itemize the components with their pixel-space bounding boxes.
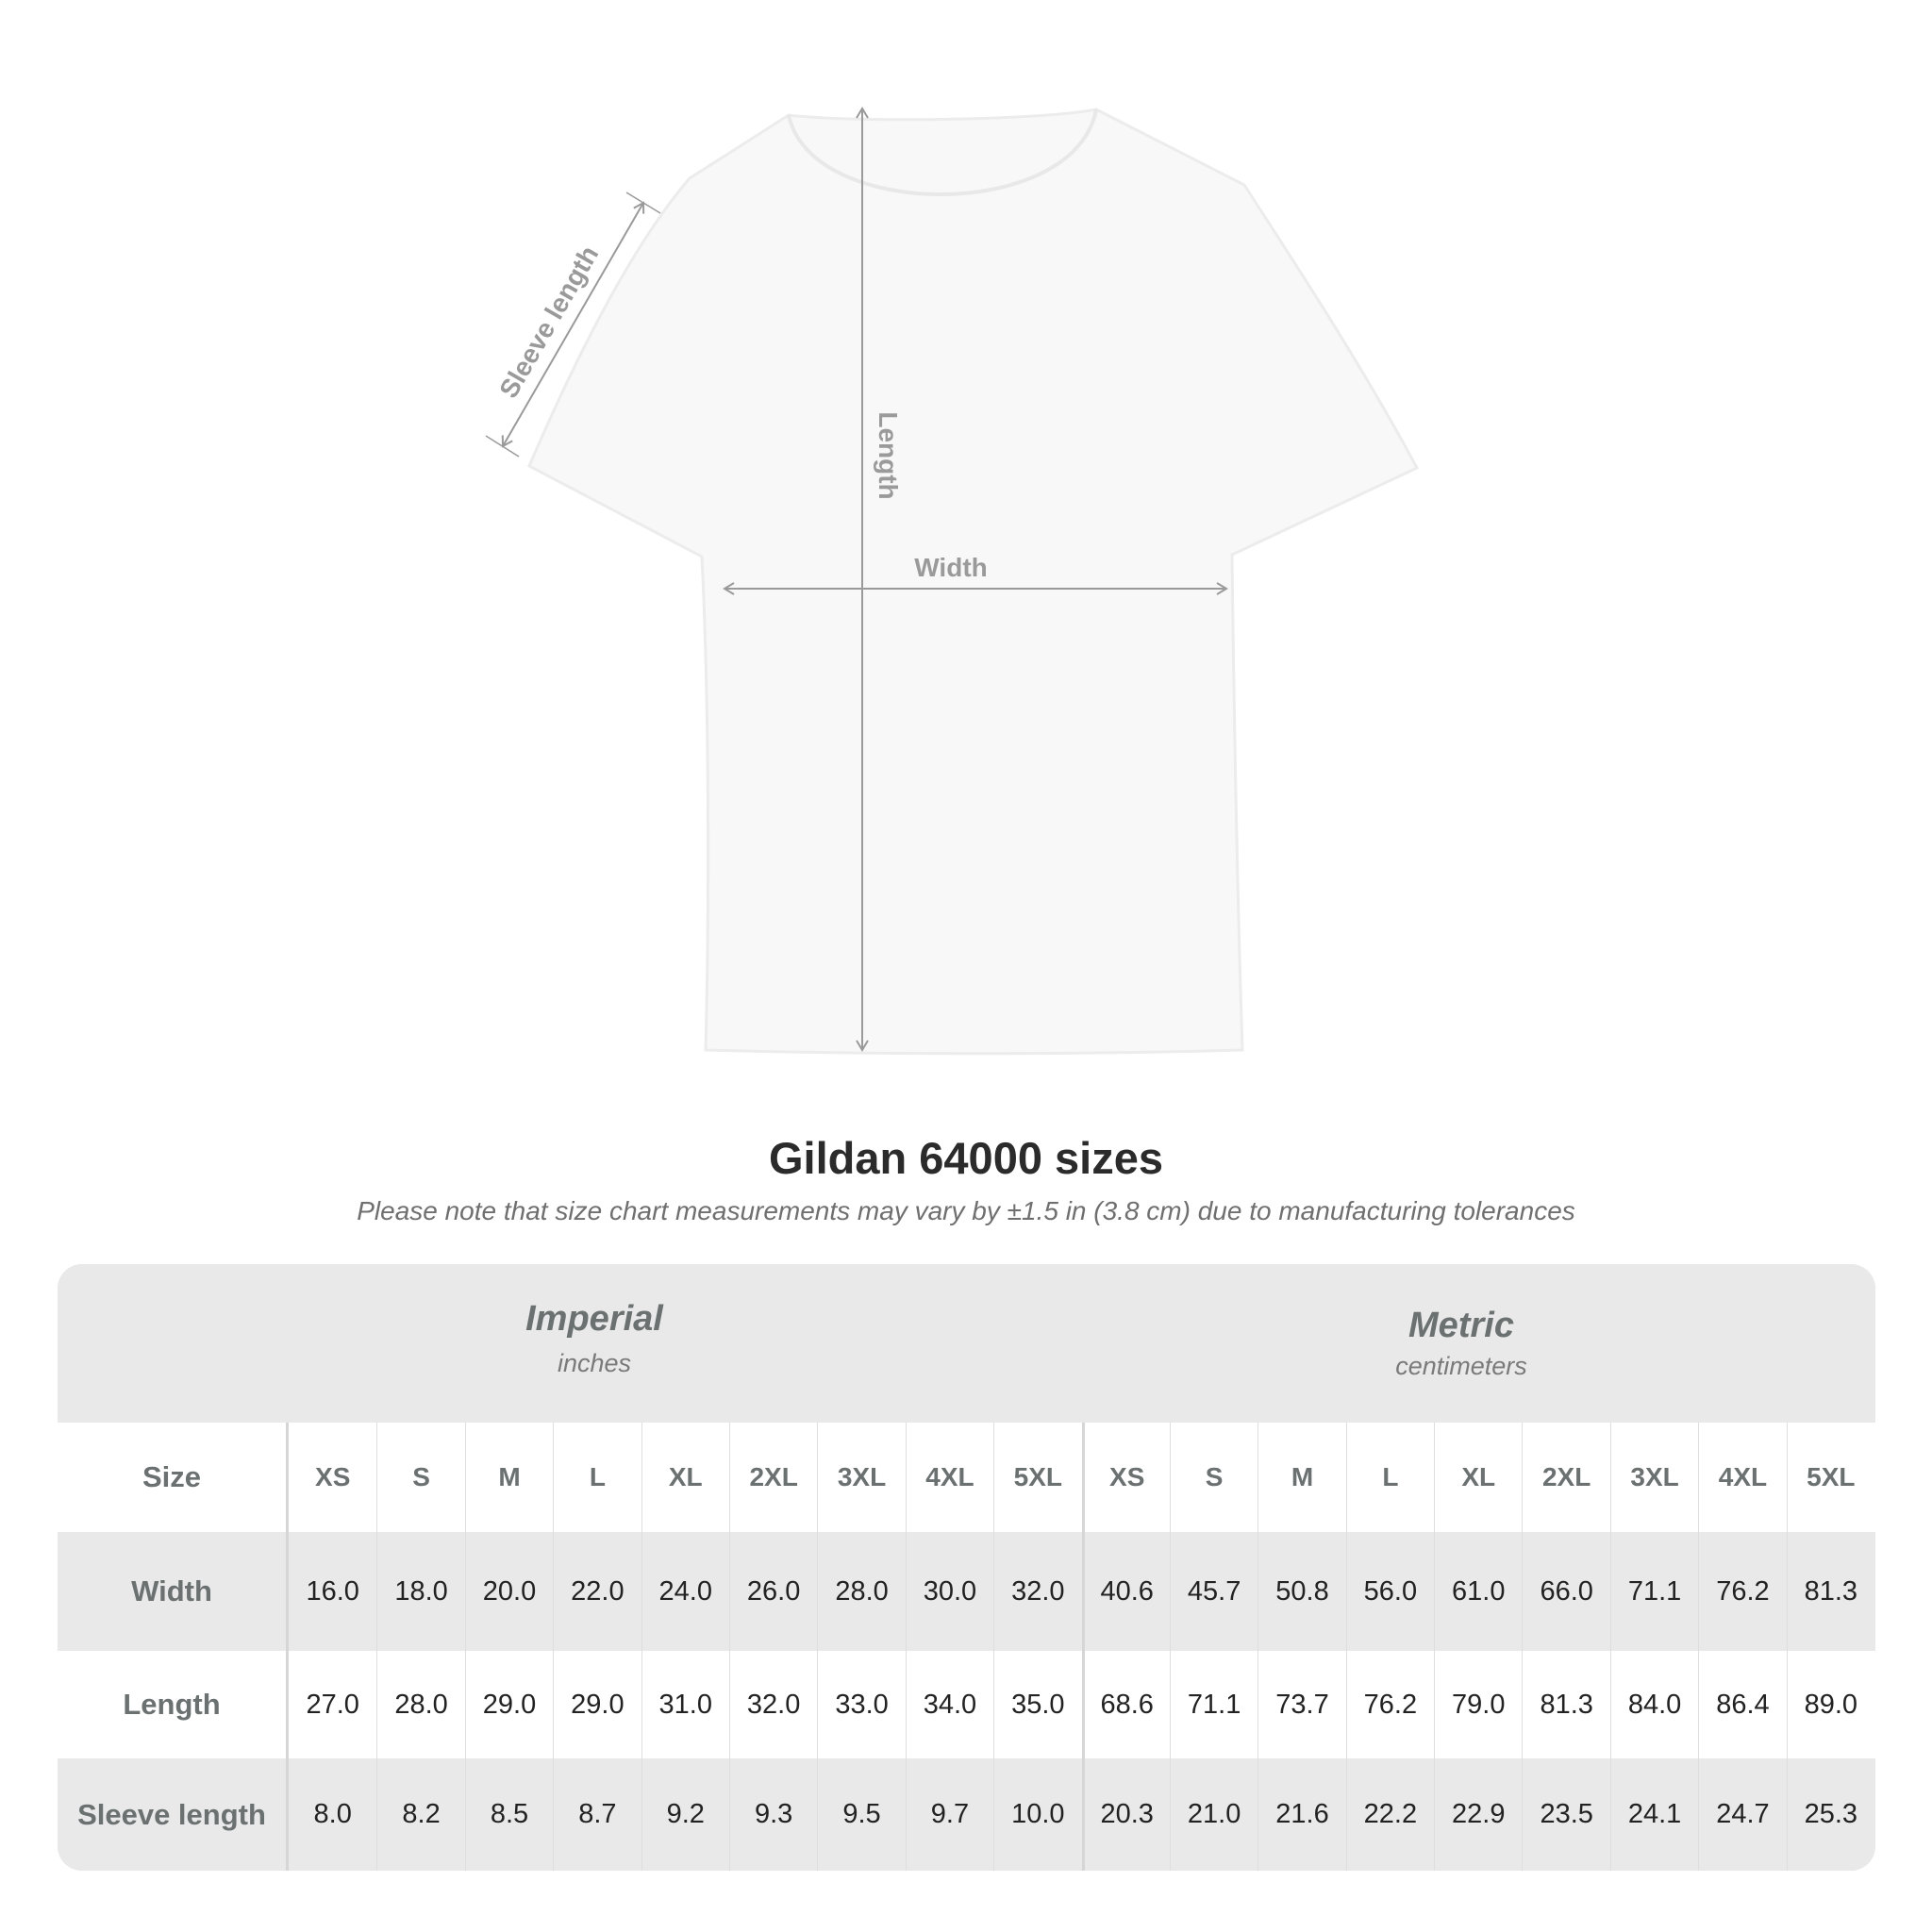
- metric-value-cell: 89.0: [1786, 1651, 1874, 1758]
- imperial-value-cell: 20.0: [464, 1532, 553, 1651]
- imperial-size-header: 3XL: [817, 1423, 905, 1532]
- metric-value-cell: 50.8: [1257, 1532, 1345, 1651]
- imperial-value-cell: 32.0: [993, 1532, 1081, 1651]
- metric-size-header: 3XL: [1609, 1423, 1698, 1532]
- imperial-value-cell: 33.0: [817, 1651, 905, 1758]
- imperial-size-header: 5XL: [993, 1423, 1081, 1532]
- imperial-title: Imperial: [525, 1299, 663, 1339]
- imperial-size-header: 2XL: [728, 1423, 817, 1532]
- metric-size-header: L: [1345, 1423, 1434, 1532]
- metric-header: Metric centimeters: [1178, 1306, 1744, 1381]
- metric-value-cell: 20.3: [1081, 1758, 1170, 1871]
- metric-title: Metric: [1408, 1306, 1514, 1345]
- imperial-value-cell: 24.0: [641, 1532, 729, 1651]
- imperial-size-header: XL: [641, 1423, 729, 1532]
- imperial-value-cell: 30.0: [905, 1532, 993, 1651]
- metric-value-cell: 71.1: [1609, 1532, 1698, 1651]
- metric-value-cell: 21.6: [1257, 1758, 1345, 1871]
- metric-value-cell: 22.9: [1434, 1758, 1522, 1871]
- metric-value-cell: 79.0: [1434, 1651, 1522, 1758]
- metric-size-header: 4XL: [1698, 1423, 1786, 1532]
- row-label: Size: [58, 1423, 289, 1532]
- imperial-value-cell: 28.0: [817, 1532, 905, 1651]
- metric-value-cell: 81.3: [1522, 1651, 1609, 1758]
- imperial-value-cell: 8.2: [376, 1758, 464, 1871]
- metric-value-cell: 23.5: [1522, 1758, 1609, 1871]
- metric-value-cell: 84.0: [1609, 1651, 1698, 1758]
- imperial-value-cell: 29.0: [464, 1651, 553, 1758]
- row-label: Sleeve length: [58, 1758, 289, 1871]
- row-label: Width: [58, 1532, 289, 1651]
- metric-value-cell: 68.6: [1081, 1651, 1170, 1758]
- sleeve-length-arrow: [501, 201, 645, 448]
- imperial-size-header: XS: [315, 1462, 351, 1491]
- imperial-value-cell: 29.0: [553, 1651, 641, 1758]
- metric-value-cell: 24.7: [1698, 1758, 1786, 1871]
- imperial-value-cell: 8.7: [553, 1758, 641, 1871]
- imperial-value-cell: 16.0: [306, 1575, 359, 1607]
- imperial-value-cell: 9.2: [641, 1758, 729, 1871]
- neckline: [787, 108, 1098, 196]
- metric-value-cell: 73.7: [1257, 1651, 1345, 1758]
- tolerance-note: Please note that size chart measurements…: [357, 1196, 1575, 1225]
- imperial-value-cell: 10.0: [993, 1758, 1081, 1871]
- metric-size-header: M: [1257, 1423, 1345, 1532]
- metric-size-header: 5XL: [1786, 1423, 1874, 1532]
- metric-value-cell: 86.4: [1698, 1651, 1786, 1758]
- sleeve-tick: [485, 435, 520, 458]
- metric-size-header: S: [1169, 1423, 1257, 1532]
- metric-value-cell: 25.3: [1786, 1758, 1874, 1871]
- imperial-value-cell: 8.5: [464, 1758, 553, 1871]
- imperial-value-cell: 34.0: [905, 1651, 993, 1758]
- table-row: Sleeve length 8.0 8.2 8.5 8.7 9.2 9.3 9.5 9.7 10.…: [58, 1758, 1875, 1871]
- imperial-value-cell: 35.0: [993, 1651, 1081, 1758]
- imperial-value-cell: 18.0: [376, 1532, 464, 1651]
- imperial-size-header: S: [376, 1423, 464, 1532]
- imperial-value-cell: 26.0: [728, 1532, 817, 1651]
- metric-value-cell: 21.0: [1169, 1758, 1257, 1871]
- width-label: Width: [914, 553, 988, 582]
- metric-value-cell: 76.2: [1345, 1651, 1434, 1758]
- imperial-unit: inches: [557, 1349, 632, 1377]
- imperial-value-cell: 22.0: [553, 1532, 641, 1651]
- metric-value-cell: 45.7: [1169, 1532, 1257, 1651]
- imperial-value-cell: 9.7: [905, 1758, 993, 1871]
- metric-size-header: XL: [1434, 1423, 1522, 1532]
- imperial-size-header: M: [464, 1423, 553, 1532]
- imperial-value-cell: 9.5: [817, 1758, 905, 1871]
- metric-value-cell: 56.0: [1345, 1532, 1434, 1651]
- metric-value-cell: 71.1: [1169, 1651, 1257, 1758]
- size-header-row: Size XS S M L XL 2XL 3XL 4XL 5XL XS S M L XL 2XL 3XL 4XL 5…: [58, 1423, 1875, 1532]
- chart-title: Gildan 64000 sizes: [768, 1133, 1164, 1183]
- imperial-size-header: 4XL: [905, 1423, 993, 1532]
- metric-value-cell: 76.2: [1698, 1532, 1786, 1651]
- imperial-value-cell: 31.0: [641, 1651, 729, 1758]
- imperial-value-cell: 8.0: [313, 1799, 352, 1829]
- metric-value-cell: 24.1: [1609, 1758, 1698, 1871]
- length-label: Length: [874, 411, 903, 499]
- imperial-value-cell: 32.0: [728, 1651, 817, 1758]
- imperial-size-header: L: [553, 1423, 641, 1532]
- metric-size-header: 2XL: [1522, 1423, 1609, 1532]
- metric-value-cell: 22.2: [1345, 1758, 1434, 1871]
- metric-size-header: XS: [1081, 1423, 1170, 1532]
- sleeve-tick: [625, 192, 661, 214]
- imperial-header: Imperial inches: [311, 1299, 877, 1378]
- tshirt-diagram: Length Width Sleeve length: [485, 107, 1420, 1056]
- metric-value-cell: 66.0: [1522, 1532, 1609, 1651]
- metric-value-cell: 61.0: [1434, 1532, 1522, 1651]
- metric-unit: centimeters: [1395, 1352, 1527, 1380]
- tshirt-image: [527, 108, 1420, 1056]
- imperial-value-cell: 9.3: [728, 1758, 817, 1871]
- table-row: Width 16.0 18.0 20.0 22.0 24.0 26.0 28.0 30.0 32.…: [58, 1532, 1875, 1651]
- metric-value-cell: 81.3: [1786, 1532, 1874, 1651]
- table-header: Imperial inches Metric centimeters: [58, 1264, 1875, 1423]
- imperial-value-cell: 28.0: [376, 1651, 464, 1758]
- row-label: Length: [58, 1651, 289, 1758]
- size-table: Imperial inches Metric centimeters Size X…: [58, 1264, 1875, 1871]
- imperial-value-cell: 27.0: [306, 1689, 359, 1720]
- table-row: Length 27.0 28.0 29.0 29.0 31.0 32.0 33.0 34.0 35…: [58, 1651, 1875, 1758]
- metric-value-cell: 40.6: [1081, 1532, 1170, 1651]
